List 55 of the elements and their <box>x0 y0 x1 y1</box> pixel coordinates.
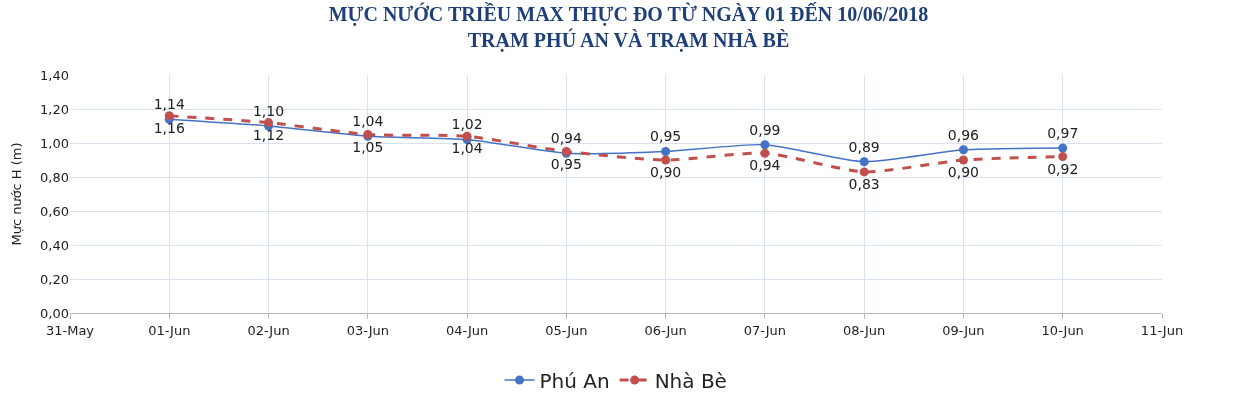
x-tick-label: 01-Jun <box>148 322 191 338</box>
point <box>661 155 671 165</box>
y-tick-label: 0,60 <box>40 203 69 219</box>
x-tick-label: 11-Jun <box>1140 322 1184 338</box>
data-label: 1,16 <box>153 119 185 136</box>
y-tick-label: 0,40 <box>40 237 69 253</box>
data-label: 0,92 <box>1047 160 1079 177</box>
point <box>661 147 671 156</box>
y-tick-label: 0,80 <box>40 169 69 185</box>
point <box>958 145 968 155</box>
data-label: 1,02 <box>451 116 483 133</box>
data-label: 0,90 <box>650 164 682 181</box>
legend-label: Phú An <box>539 368 610 393</box>
y-axis-title: Mực nước H (m) <box>9 142 24 246</box>
y-tick-label: 1,20 <box>40 101 69 117</box>
chart-title: MỰC NƯỚC TRIỀU MAX THỰC ĐO TỪ NGÀY 01 ĐẾN 10/06/2018 TRẠM PHÚ AN VÀ TRẠM NHÀ BÈ <box>328 1 929 52</box>
data-label: 0,95 <box>550 155 582 172</box>
data-label: 0,99 <box>749 121 781 138</box>
x-tick-label: 02-Jun <box>247 322 290 338</box>
point <box>760 140 770 150</box>
point <box>462 131 472 141</box>
data-label: 0,89 <box>848 138 880 155</box>
data-label: 1,05 <box>352 138 384 155</box>
y-tick-label: 0,00 <box>40 305 69 321</box>
data-label: 0,94 <box>749 157 781 174</box>
legend-label: Nhà Bè <box>654 368 727 393</box>
x-tick-label: 31-May <box>45 322 95 338</box>
data-label: 0,94 <box>550 130 583 147</box>
y-tick-label: 0,20 <box>40 271 69 287</box>
y-tick-label: 1,00 <box>40 135 69 151</box>
x-tick-label: 05-Jun <box>545 322 588 338</box>
point <box>859 157 869 167</box>
data-label: 1,10 <box>252 102 285 119</box>
x-tick-label: 04-Jun <box>445 322 489 338</box>
data-label: 0,95 <box>650 128 682 145</box>
x-tick-label: 06-Jun <box>644 322 687 338</box>
x-tick-label: 08-Jun <box>843 322 886 338</box>
data-label: 1,04 <box>451 140 483 157</box>
data-label: 0,90 <box>947 164 980 181</box>
point <box>1058 152 1068 162</box>
x-tick-label: 07-Jun <box>743 322 787 338</box>
x-tick-label: 10-Jun <box>1041 322 1084 338</box>
data-label: 0,83 <box>848 176 880 193</box>
data-label: 1,12 <box>252 126 285 143</box>
data-label: 0,96 <box>947 126 980 143</box>
data-label: 0,97 <box>1047 124 1079 141</box>
point <box>1058 143 1068 153</box>
x-tick-label: 03-Jun <box>346 322 389 338</box>
point <box>760 148 770 158</box>
data-label: 1,04 <box>352 113 384 130</box>
y-tick-label: 1,40 <box>40 67 69 83</box>
point <box>859 167 869 177</box>
data-label: 1,14 <box>153 96 185 113</box>
point <box>958 155 968 165</box>
x-tick-label: 09-Jun <box>942 322 985 338</box>
